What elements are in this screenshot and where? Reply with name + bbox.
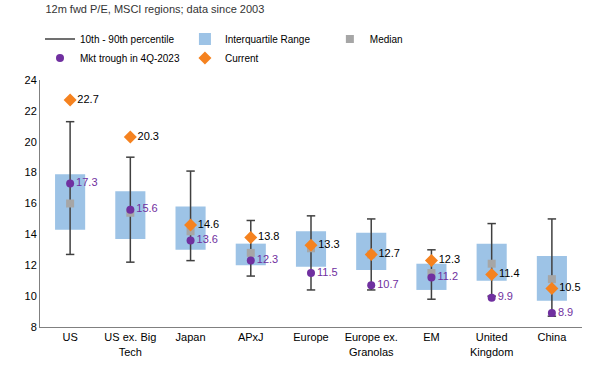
svg-text:Europe: Europe: [293, 331, 328, 343]
svg-text:12: 12: [25, 259, 37, 271]
svg-text:Median: Median: [370, 34, 403, 45]
svg-text:10.7: 10.7: [377, 278, 398, 290]
svg-text:Interquartile Range: Interquartile Range: [225, 34, 310, 45]
svg-text:14: 14: [25, 228, 37, 240]
svg-text:China: China: [538, 331, 568, 343]
svg-text:13.6: 13.6: [197, 233, 218, 245]
svg-text:24: 24: [25, 74, 37, 86]
svg-text:9.9: 9.9: [498, 290, 513, 302]
svg-text:12.3: 12.3: [257, 253, 278, 265]
svg-text:18: 18: [25, 166, 37, 178]
svg-text:12m fwd P/E, MSCI regions; dat: 12m fwd P/E, MSCI regions; data since 20…: [45, 3, 264, 15]
svg-text:13.8: 13.8: [258, 230, 279, 242]
svg-text:11.2: 11.2: [437, 270, 458, 282]
svg-text:Europe ex.Granolas: Europe ex.Granolas: [345, 331, 398, 357]
svg-text:20.3: 20.3: [138, 130, 159, 142]
svg-text:10.5: 10.5: [559, 281, 580, 293]
svg-text:22: 22: [25, 105, 37, 117]
svg-text:8: 8: [31, 321, 37, 333]
svg-text:US ex. BigTech: US ex. BigTech: [104, 331, 156, 357]
svg-text:20: 20: [25, 136, 37, 148]
svg-text:11.5: 11.5: [317, 266, 338, 278]
svg-text:14.6: 14.6: [198, 218, 219, 230]
svg-text:10: 10: [25, 290, 37, 302]
svg-text:Mkt trough in 4Q-2023: Mkt trough in 4Q-2023: [80, 53, 180, 64]
svg-text:15.6: 15.6: [136, 202, 157, 214]
svg-text:12.3: 12.3: [439, 253, 460, 265]
svg-text:17.3: 17.3: [76, 176, 97, 188]
svg-text:Japan: Japan: [176, 331, 206, 343]
svg-text:22.7: 22.7: [77, 93, 98, 105]
svg-text:EM: EM: [423, 331, 440, 343]
svg-text:8.9: 8.9: [558, 306, 573, 318]
svg-text:16: 16: [25, 197, 37, 209]
svg-text:10th - 90th percentile: 10th - 90th percentile: [80, 34, 174, 45]
svg-text:11.4: 11.4: [499, 267, 520, 279]
svg-text:Current: Current: [225, 53, 259, 64]
svg-text:13.3: 13.3: [318, 238, 339, 250]
svg-text:UnitedKingdom: UnitedKingdom: [470, 331, 513, 357]
svg-text:12.7: 12.7: [378, 247, 399, 259]
svg-text:APxJ: APxJ: [238, 331, 264, 343]
svg-text:US: US: [62, 331, 77, 343]
